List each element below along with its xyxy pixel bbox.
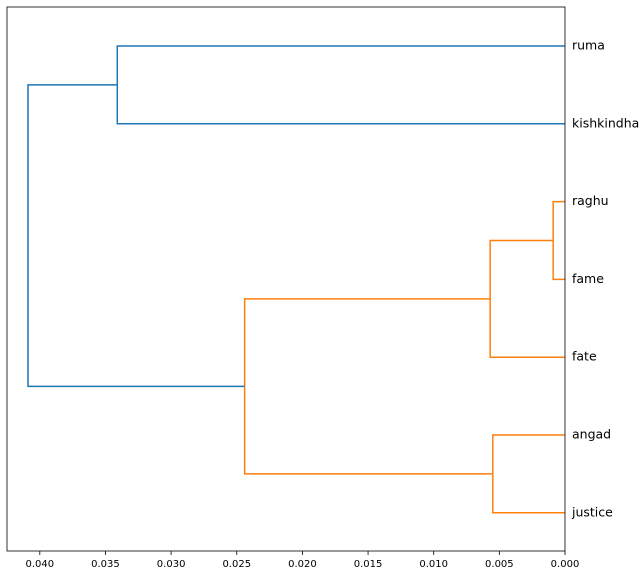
leaf-label-justice: justice — [571, 504, 613, 519]
dendrogram-links — [27, 45, 565, 514]
dendrogram-link-3 — [243, 298, 493, 475]
x-tick-label: 0.015 — [354, 559, 383, 570]
x-tick-label: 0.000 — [551, 559, 580, 570]
leaf-label-fame: fame — [572, 271, 604, 286]
leaf-label-angad: angad — [572, 427, 611, 442]
x-tick-label: 0.010 — [419, 559, 448, 570]
x-tick-label: 0.020 — [288, 559, 317, 570]
leaf-label-fate: fate — [572, 349, 597, 364]
leaf-labels: ruma kishkindha raghu fame fate angad justice — [571, 38, 639, 520]
plot-frame — [6, 6, 566, 552]
x-tick-label: 0.005 — [485, 559, 514, 570]
dendrogram-link-4 — [116, 45, 565, 125]
x-tick-label: 0.030 — [157, 559, 186, 570]
dendrogram-link-5 — [27, 84, 245, 388]
x-axis-ticks: 0.040 0.035 0.030 0.025 0.020 0.015 0.010 0.005… — [26, 551, 580, 570]
dendrogram-link-2 — [492, 434, 565, 514]
x-tick-label: 0.040 — [26, 559, 55, 570]
leaf-label-raghu: raghu — [572, 193, 609, 208]
leaf-label-ruma: ruma — [572, 38, 605, 53]
dendrogram-link-0 — [552, 200, 565, 281]
x-tick-label: 0.035 — [91, 559, 120, 570]
x-tick-label: 0.025 — [222, 559, 251, 570]
leaf-label-kishkindha: kishkindha — [572, 115, 639, 130]
